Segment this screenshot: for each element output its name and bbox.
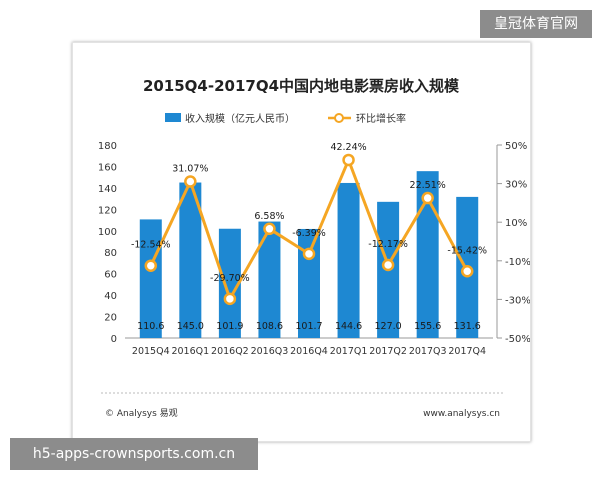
legend-line-marker (334, 113, 344, 123)
bar-value-label: 145.0 (177, 321, 204, 332)
x-tick-label: 2017Q1 (330, 346, 368, 357)
footer-copyright: © Analysys 易观 (105, 408, 178, 419)
y-left-tick-label: 140 (98, 184, 117, 195)
growth-point (144, 259, 158, 272)
y-right-tick-label: 30% (505, 180, 527, 191)
bar-value-label: 101.7 (295, 321, 322, 332)
watermark-bottom-left: h5-apps-crownsports.com.cn (10, 438, 258, 470)
bar (258, 221, 281, 338)
growth-point (460, 265, 474, 278)
line-series: -12.54% 31.07% -29.70% 6.58% -6.39% 42.24% -12… (131, 142, 487, 306)
bar (416, 171, 439, 338)
growth-value-label: 22.51% (410, 180, 446, 191)
x-tick-label: 2017Q2 (369, 346, 407, 357)
x-tick-label: 2017Q4 (448, 346, 486, 357)
growth-value-label: -29.70% (210, 273, 250, 284)
legend: 收入规模（亿元人民币） 环比增长率 (165, 112, 406, 125)
bar (179, 182, 202, 338)
growth-point (381, 258, 395, 272)
bar-value-label: 127.0 (375, 321, 402, 332)
bar-value-label: 144.6 (335, 321, 362, 332)
y-left-tick-label: 80 (104, 248, 117, 259)
bar-value-label: 155.6 (414, 321, 441, 332)
y-left-tick-label: 100 (98, 227, 117, 238)
chart-title: 2015Q4-2017Q4中国内地电影票房收入规模 (143, 77, 460, 95)
bar-value-label: 131.6 (454, 321, 481, 332)
watermark-top-right: 皇冠体育官网 (480, 10, 592, 38)
chart-plot: 2015Q4-2017Q4中国内地电影票房收入规模 收入规模（亿元人民币） 环比… (98, 77, 530, 419)
bar-value-label: 110.6 (137, 321, 164, 332)
footer-url: www.analysys.cn (423, 409, 500, 419)
legend-line-label: 环比增长率 (356, 112, 406, 125)
growth-value-label: 6.58% (254, 211, 284, 222)
x-tick-label: 2015Q4 (132, 346, 170, 357)
bar (139, 219, 162, 338)
chart-card: 2015Q4-2017Q4中国内地电影票房收入规模 收入规模（亿元人民币） 环比… (72, 42, 531, 442)
growth-value-label: -12.54% (131, 240, 171, 251)
x-tick-label: 2017Q3 (409, 346, 447, 357)
growth-point (421, 191, 434, 205)
x-tick-label: 2016Q3 (251, 346, 289, 357)
y-left-tick-label: 120 (98, 205, 117, 216)
y-left-tick-label: 160 (98, 162, 117, 173)
x-tick-label: 2016Q4 (290, 346, 328, 357)
growth-value-label: 31.07% (172, 164, 208, 175)
y-right-tick-label: -30% (505, 295, 530, 306)
growth-point (263, 222, 276, 236)
bar-value-label: 108.6 (256, 321, 283, 332)
bar (337, 182, 360, 338)
y-right-tick-label: -50% (505, 334, 530, 345)
growth-value-label: -12.17% (368, 239, 408, 250)
growth-point (184, 175, 197, 188)
growth-value-label: -6.39% (292, 228, 326, 239)
x-tick-label: 2016Q1 (171, 346, 209, 357)
growth-value-label: -15.42% (447, 245, 487, 256)
bar-value-label: 101.9 (216, 321, 243, 332)
legend-bar-label: 收入规模（亿元人民币） (185, 112, 295, 125)
y-right-tick-label: 10% (505, 218, 527, 229)
legend-bar-swatch (165, 113, 181, 122)
growth-point (302, 247, 316, 261)
x-tick-label: 2016Q2 (211, 346, 249, 357)
axes: 0 20 40 60 80 100 120 140 160 180 -50% -30% -10% 10% 3… (98, 141, 530, 357)
bar (218, 228, 241, 338)
y-left-tick-label: 20 (104, 313, 117, 324)
y-left-tick-label: 0 (111, 334, 117, 345)
y-left-tick-label: 180 (98, 141, 117, 152)
y-right-tick-label: 50% (505, 141, 527, 152)
growth-point (223, 292, 237, 306)
y-right-tick-label: -10% (505, 257, 530, 268)
growth-point (342, 153, 355, 167)
growth-value-label: 42.24% (330, 142, 366, 153)
y-left-tick-label: 40 (104, 291, 117, 302)
y-left-tick-label: 60 (104, 270, 117, 281)
